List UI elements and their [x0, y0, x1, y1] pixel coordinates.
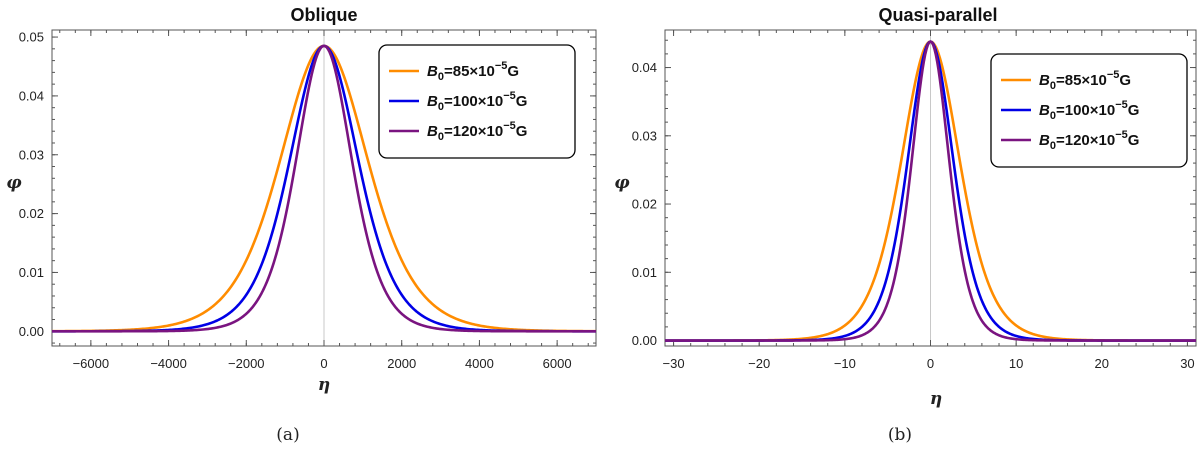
- y-tick-label: 0.04: [632, 60, 657, 75]
- series-line-3: [665, 40, 1196, 342]
- x-tick-label: 0: [320, 356, 327, 371]
- x-axis-label: η: [318, 375, 330, 395]
- x-tick-label: −10: [834, 356, 856, 371]
- y-tick-label: 0.00: [632, 333, 657, 348]
- legend: B0=85×10−5G B0=100×10−5G B0=120×10−5G: [990, 53, 1188, 168]
- series-group: [51, 44, 597, 333]
- y-tick-label: 0.02: [19, 206, 44, 221]
- y-tick-label: 0.02: [632, 197, 657, 212]
- x-tick-label: 20: [1095, 356, 1109, 371]
- legend-entry: B0=100×10−5G: [427, 90, 527, 113]
- x-tick-label: −6000: [73, 356, 110, 371]
- chart-panel-oblique: Oblique −6000 −4000 −2000 0 2000 4000 6000 0.0…: [6, 5, 597, 445]
- x-tick-label: 6000: [543, 356, 572, 371]
- y-axis-label: φ: [6, 173, 22, 193]
- y-tick-label: 0.00: [19, 324, 44, 339]
- x-axis: −30 −20 −10 0 10 20 30: [663, 30, 1195, 371]
- legend-box: [378, 44, 576, 159]
- y-axis: 0.00 0.01 0.02 0.03 0.04 0.05: [19, 30, 596, 344]
- legend-entry: B0=85×10−5G: [427, 60, 519, 83]
- x-tick-label: −4000: [150, 356, 187, 371]
- y-tick-label: 0.05: [19, 30, 44, 45]
- y-tick-label: 0.03: [632, 128, 657, 143]
- x-tick-label: 10: [1009, 356, 1023, 371]
- y-axis: 0.00 0.01 0.02 0.03 0.04: [632, 39, 1196, 348]
- x-axis: −6000 −4000 −2000 0 2000 4000 6000: [59, 30, 589, 371]
- x-tick-label: 2000: [387, 356, 416, 371]
- legend-entry: B0=120×10−5G: [427, 120, 527, 143]
- y-tick-label: 0.03: [19, 147, 44, 162]
- x-tick-label: 0: [927, 356, 934, 371]
- x-tick-label: −30: [663, 356, 685, 371]
- chart-panel-quasi-parallel: Quasi-parallel −30 −20 −10 0 10 20 30 0.00 0.01…: [614, 5, 1197, 445]
- x-tick-label: 4000: [465, 356, 494, 371]
- y-tick-label: 0.04: [19, 88, 44, 103]
- y-axis-label: φ: [614, 173, 630, 193]
- series-line-3: [52, 44, 596, 333]
- panel-caption: (b): [888, 425, 912, 445]
- panel-caption: (a): [276, 425, 299, 445]
- chart-title: Quasi-parallel: [878, 5, 997, 25]
- legend-entry: B0=120×10−5G: [1039, 129, 1139, 152]
- y-tick-label: 0.01: [19, 265, 44, 280]
- legend-box: [990, 53, 1188, 168]
- x-tick-label: 30: [1180, 356, 1194, 371]
- legend: B0=85×10−5G B0=100×10−5G B0=120×10−5G: [378, 44, 576, 159]
- legend-entry: B0=85×10−5G: [1039, 69, 1131, 92]
- series-group: [665, 40, 1196, 342]
- x-axis-label: η: [930, 389, 942, 409]
- legend-entry: B0=100×10−5G: [1039, 99, 1139, 122]
- y-tick-label: 0.01: [632, 265, 657, 280]
- x-tick-label: −20: [748, 356, 770, 371]
- chart-title: Oblique: [291, 5, 358, 25]
- x-tick-label: −2000: [228, 356, 265, 371]
